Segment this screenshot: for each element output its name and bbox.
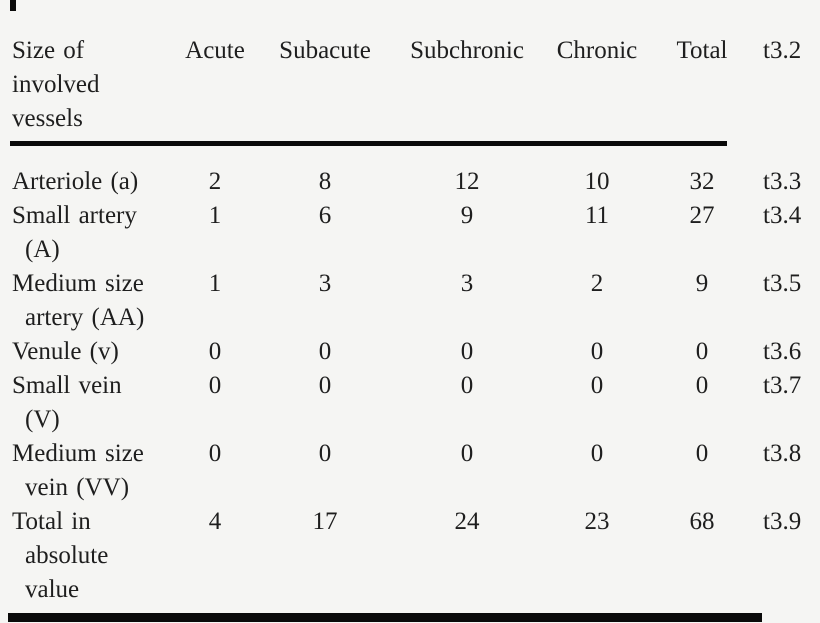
cell-chronic: 2 — [590, 270, 604, 297]
cell-chronic: 0 — [590, 338, 604, 365]
table-row-total: Total in absolute value 4 17 24 23 68 t3… — [10, 505, 810, 607]
cell-total: 32 — [689, 168, 715, 195]
line-ref: t3.9 — [763, 508, 802, 535]
cell-subchronic: 0 — [460, 372, 474, 399]
cell-subacute: 0 — [318, 440, 332, 467]
line-ref: t3.4 — [763, 202, 802, 229]
cell-total: 9 — [695, 270, 709, 297]
table-row-venule: Venule (v) 0 0 0 0 0 t3.6 — [10, 335, 810, 369]
table-row-arteriole: Arteriole (a) 2 8 12 10 32 t3.3 — [10, 165, 810, 199]
cell-acute: 2 — [208, 168, 222, 195]
row-label: Venule (v) — [12, 338, 119, 365]
cell-acute: 0 — [208, 372, 222, 399]
cell-total: 0 — [695, 338, 709, 365]
cell-subchronic: 0 — [460, 440, 474, 467]
row-label: Medium size artery (AA) — [12, 270, 145, 331]
column-header-subchronic: Subchronic — [410, 37, 524, 64]
column-header-acute: Acute — [185, 37, 245, 64]
table-bottom-rule — [8, 613, 762, 622]
cell-total: 0 — [695, 372, 709, 399]
column-header-total: Total — [676, 37, 728, 64]
table-row-small-vein: Small vein (V) 0 0 0 0 0 t3.7 — [10, 369, 810, 437]
line-ref: t3.2 — [763, 37, 802, 64]
cell-subchronic: 9 — [460, 202, 474, 229]
cell-acute: 4 — [208, 508, 222, 535]
top-rule-fragment — [10, 0, 16, 11]
cell-subacute: 8 — [318, 168, 332, 195]
cell-total: 27 — [689, 202, 715, 229]
cell-subacute: 0 — [318, 338, 332, 365]
cell-acute: 1 — [208, 270, 222, 297]
row-label: Small vein (V) — [12, 372, 122, 433]
row-label: Small artery (A) — [12, 202, 137, 263]
table-row-small-artery: Small artery (A) 1 6 9 11 27 t3.4 — [10, 199, 810, 267]
table-row-medium-artery: Medium size artery (AA) 1 3 3 2 9 t3.5 — [10, 267, 810, 335]
column-header-size-of-involved-vessels: Size of involved vessels — [12, 37, 100, 132]
line-ref: t3.8 — [763, 440, 802, 467]
table-row-medium-vein: Medium size vein (VV) 0 0 0 0 0 t3.8 — [10, 437, 810, 505]
cell-subacute: 6 — [318, 202, 332, 229]
header-row: Size of involved vessels Acute Subacute … — [10, 34, 810, 165]
cell-acute: 1 — [208, 202, 222, 229]
line-ref: t3.6 — [763, 338, 802, 365]
line-ref: t3.7 — [763, 372, 802, 399]
row-label: Medium size vein (VV) — [12, 440, 144, 501]
cell-chronic: 0 — [590, 372, 604, 399]
cell-subchronic: 0 — [460, 338, 474, 365]
cell-chronic: 0 — [590, 440, 604, 467]
line-ref: t3.5 — [763, 270, 802, 297]
row-label: Arteriole (a) — [12, 168, 139, 195]
column-header-subacute: Subacute — [279, 37, 371, 64]
column-header-chronic: Chronic — [556, 37, 638, 64]
header-divider-rule — [10, 141, 727, 146]
cell-subacute: 17 — [312, 508, 338, 535]
line-ref: t3.3 — [763, 168, 802, 195]
cell-chronic: 10 — [584, 168, 610, 195]
cell-acute: 0 — [208, 440, 222, 467]
cell-total: 68 — [689, 508, 715, 535]
cell-subacute: 3 — [318, 270, 332, 297]
cell-chronic: 23 — [584, 508, 610, 535]
cell-subchronic: 24 — [454, 508, 480, 535]
cell-subchronic: 12 — [454, 168, 480, 195]
cell-chronic: 11 — [584, 202, 610, 229]
cell-subchronic: 3 — [460, 270, 474, 297]
cell-subacute: 0 — [318, 372, 332, 399]
cell-total: 0 — [695, 440, 709, 467]
row-label: Total in absolute value — [12, 508, 109, 603]
vessel-size-table: Size of involved vessels Acute Subacute … — [10, 34, 810, 607]
cell-acute: 0 — [208, 338, 222, 365]
